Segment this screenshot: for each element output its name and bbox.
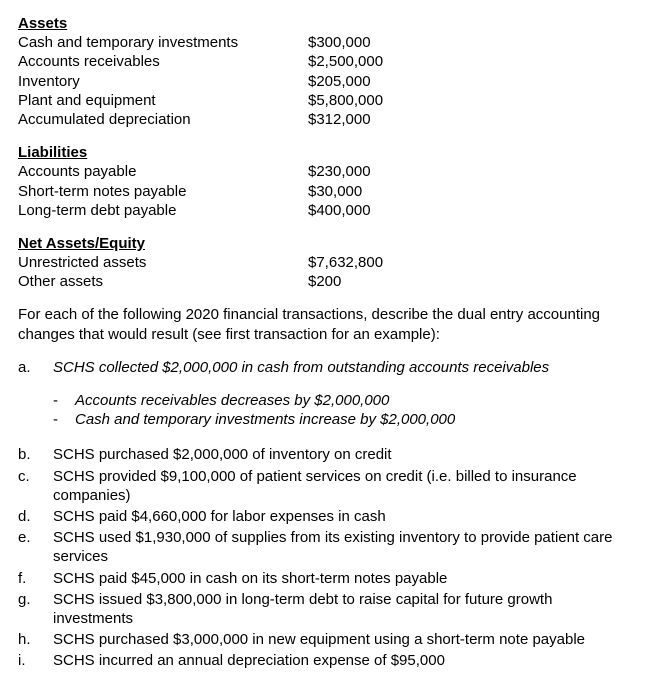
question-text: SCHS provided $9,100,000 of patient serv…	[53, 467, 634, 505]
liabilities-heading: Liabilities	[18, 143, 634, 162]
financial-row: Plant and equipment$5,800,000	[18, 91, 634, 110]
question-item: g.SCHS issued $3,800,000 in long-term de…	[18, 590, 634, 628]
question-letter: b.	[18, 445, 53, 464]
row-value: $7,632,800	[308, 253, 383, 272]
row-label: Accumulated depreciation	[18, 110, 308, 129]
row-value: $30,000	[308, 182, 362, 201]
example-entry-2: - Cash and temporary investments increas…	[53, 410, 634, 429]
example-entry-1: - Accounts receivables decreases by $2,0…	[53, 391, 634, 410]
question-letter: i.	[18, 651, 53, 670]
financial-row: Cash and temporary investments$300,000	[18, 33, 634, 52]
example-text: Cash and temporary investments increase …	[75, 410, 455, 429]
row-label: Plant and equipment	[18, 91, 308, 110]
row-value: $2,500,000	[308, 52, 383, 71]
row-label: Short-term notes payable	[18, 182, 308, 201]
questions-list: b.SCHS purchased $2,000,000 of inventory…	[18, 445, 634, 670]
question-letter: g.	[18, 590, 53, 628]
question-text: SCHS used $1,930,000 of supplies from it…	[53, 528, 634, 566]
financial-row: Long-term debt payable$400,000	[18, 201, 634, 220]
dash-icon: -	[53, 391, 75, 410]
question-item: i.SCHS incurred an annual depreciation e…	[18, 651, 634, 670]
financial-row: Other assets$200	[18, 272, 634, 291]
question-letter: e.	[18, 528, 53, 566]
row-value: $400,000	[308, 201, 371, 220]
row-value: $230,000	[308, 162, 371, 181]
question-text: SCHS incurred an annual depreciation exp…	[53, 651, 634, 670]
row-label: Long-term debt payable	[18, 201, 308, 220]
row-label: Unrestricted assets	[18, 253, 308, 272]
row-label: Cash and temporary investments	[18, 33, 308, 52]
financial-row: Inventory$205,000	[18, 72, 634, 91]
financial-row: Unrestricted assets$7,632,800	[18, 253, 634, 272]
financial-row: Accumulated depreciation$312,000	[18, 110, 634, 129]
question-item: c.SCHS provided $9,100,000 of patient se…	[18, 467, 634, 505]
assets-heading: Assets	[18, 14, 634, 33]
row-value: $5,800,000	[308, 91, 383, 110]
row-value: $300,000	[308, 33, 371, 52]
question-text: SCHS issued $3,800,000 in long-term debt…	[53, 590, 634, 628]
question-item: b.SCHS purchased $2,000,000 of inventory…	[18, 445, 634, 464]
question-text: SCHS collected $2,000,000 in cash from o…	[53, 358, 634, 377]
question-a: a. SCHS collected $2,000,000 in cash fro…	[18, 358, 634, 377]
equity-table: Unrestricted assets$7,632,800Other asset…	[18, 253, 634, 291]
question-letter: c.	[18, 467, 53, 505]
row-label: Accounts payable	[18, 162, 308, 181]
question-text: SCHS paid $4,660,000 for labor expenses …	[53, 507, 634, 526]
question-text: SCHS purchased $2,000,000 of inventory o…	[53, 445, 634, 464]
liabilities-table: Accounts payable$230,000Short-term notes…	[18, 162, 634, 220]
row-label: Accounts receivables	[18, 52, 308, 71]
row-value: $205,000	[308, 72, 371, 91]
question-item: e.SCHS used $1,930,000 of supplies from …	[18, 528, 634, 566]
row-value: $312,000	[308, 110, 371, 129]
question-letter: a.	[18, 358, 53, 377]
row-value: $200	[308, 272, 341, 291]
intro-paragraph: For each of the following 2020 financial…	[18, 305, 634, 343]
example-text: Accounts receivables decreases by $2,000…	[75, 391, 389, 410]
question-text: SCHS paid $45,000 in cash on its short-t…	[53, 569, 634, 588]
question-letter: d.	[18, 507, 53, 526]
row-label: Inventory	[18, 72, 308, 91]
assets-table: Cash and temporary investments$300,000Ac…	[18, 33, 634, 129]
dash-icon: -	[53, 410, 75, 429]
question-text: SCHS purchased $3,000,000 in new equipme…	[53, 630, 634, 649]
row-label: Other assets	[18, 272, 308, 291]
financial-row: Short-term notes payable$30,000	[18, 182, 634, 201]
question-letter: f.	[18, 569, 53, 588]
question-item: h.SCHS purchased $3,000,000 in new equip…	[18, 630, 634, 649]
equity-heading: Net Assets/Equity	[18, 234, 634, 253]
question-item: f.SCHS paid $45,000 in cash on its short…	[18, 569, 634, 588]
question-letter: h.	[18, 630, 53, 649]
question-item: d.SCHS paid $4,660,000 for labor expense…	[18, 507, 634, 526]
financial-row: Accounts receivables$2,500,000	[18, 52, 634, 71]
financial-row: Accounts payable$230,000	[18, 162, 634, 181]
